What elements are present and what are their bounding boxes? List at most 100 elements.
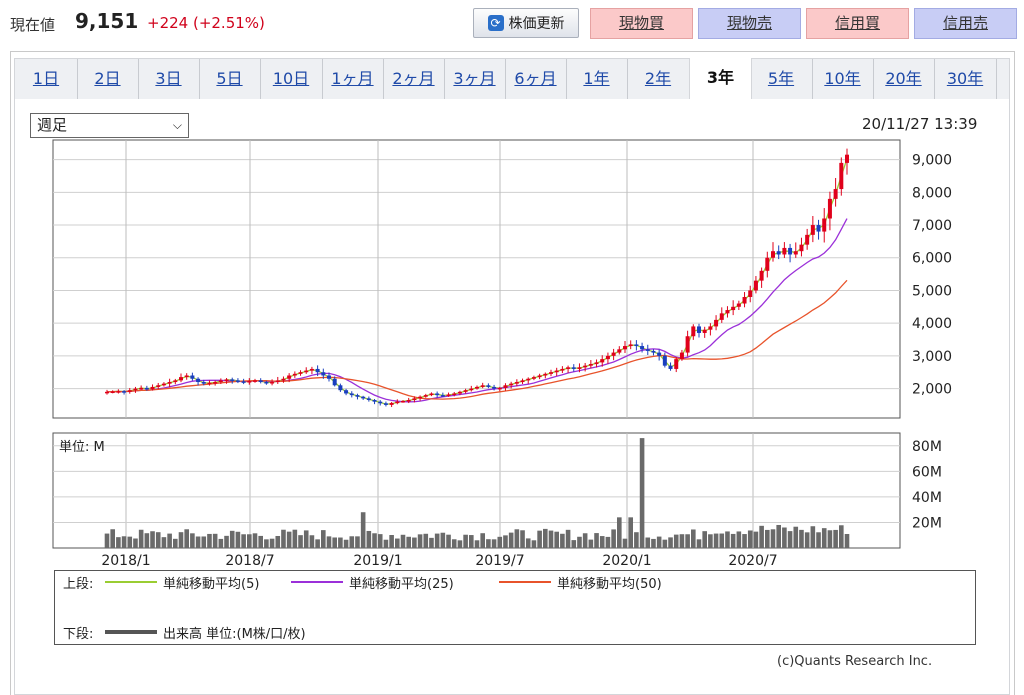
candle-body (321, 372, 326, 376)
volume-bar (617, 517, 622, 548)
candle-body (105, 391, 109, 394)
volume-bar (372, 533, 377, 548)
volume-bar (150, 531, 155, 548)
candle-body (167, 382, 172, 384)
x-tick-label: 2019/7 (475, 553, 524, 569)
refresh-price-button[interactable]: ⟳ 株価更新 (473, 8, 579, 38)
ma-line-2 (106, 218, 848, 403)
tab-12[interactable]: 3年 (689, 58, 752, 100)
volume-bar (628, 517, 633, 548)
volume-bar (349, 536, 355, 548)
x-tick-label: 2018/1 (101, 553, 150, 569)
candle-body (492, 386, 497, 389)
candle-body (230, 379, 235, 381)
volume-bar (184, 529, 189, 548)
tab-9[interactable]: 6ヶ月 (505, 59, 567, 99)
volume-bar (451, 539, 457, 548)
tab-15[interactable]: 20年 (873, 59, 935, 99)
candle-body (264, 382, 269, 384)
tab-13[interactable]: 5年 (750, 59, 813, 99)
candle-body (839, 162, 844, 190)
volume-bar (543, 528, 548, 548)
candle-body (196, 378, 201, 383)
price-tick-label: 3,000 (912, 349, 952, 365)
tab-2[interactable]: 2日 (77, 59, 139, 99)
tab-8[interactable]: 3ヶ月 (444, 59, 506, 99)
volume-bar (395, 538, 400, 548)
volume-bar (463, 534, 468, 548)
volume-bar (639, 438, 645, 548)
tab-1[interactable]: 1日 (15, 59, 78, 99)
volume-bar (457, 540, 463, 548)
candle-body (748, 290, 753, 297)
candle-body (486, 385, 491, 387)
candle-body (765, 257, 770, 271)
volume-bar (691, 529, 696, 548)
volume-bar (810, 526, 816, 548)
tab-7[interactable]: 2ヶ月 (383, 59, 445, 99)
candle-body (605, 355, 610, 360)
tab-10[interactable]: 1年 (566, 59, 628, 99)
volume-bar (446, 534, 451, 548)
candle-body (577, 367, 582, 369)
volume-bar (218, 538, 224, 548)
tab-5[interactable]: 10日 (260, 59, 323, 99)
cash-buy-button[interactable]: 現物買 (590, 8, 693, 39)
margin-sell-button[interactable]: 信用売 (914, 8, 1017, 39)
tab-3[interactable]: 3日 (138, 59, 200, 99)
candle-body (235, 380, 240, 382)
candle-body (679, 352, 684, 360)
candle-body (753, 280, 758, 291)
volume-bar (377, 534, 383, 548)
candle-body (782, 247, 787, 255)
candle-body (332, 378, 337, 386)
tab-6[interactable]: 1ヶ月 (322, 59, 384, 99)
candle-body (645, 349, 650, 351)
volume-bar (713, 533, 719, 548)
candle-body (594, 362, 599, 365)
volume-bar (412, 537, 417, 548)
candle-body (651, 350, 656, 353)
price-tick-label: 7,000 (912, 218, 952, 234)
candle-body (213, 382, 218, 384)
candle-body (406, 400, 411, 402)
period-select[interactable]: 週足 ⌵ (30, 113, 189, 138)
candle-body (583, 365, 588, 368)
volume-bar (622, 538, 628, 548)
volume-bar (121, 536, 127, 548)
volume-bar (229, 530, 235, 548)
candle-body (776, 251, 781, 255)
candle-body (247, 381, 252, 383)
volume-bar (782, 527, 787, 548)
volume-bar (486, 539, 491, 548)
volume-bar (178, 532, 184, 548)
candle-body (714, 319, 719, 327)
candle-body (509, 383, 514, 386)
volume-bar (269, 538, 275, 548)
volume-bar (167, 533, 172, 548)
candle-body (805, 234, 810, 245)
tab-4[interactable]: 5日 (199, 59, 261, 99)
volume-bar (560, 533, 565, 548)
volume-bar (406, 536, 411, 548)
price-plot-frame (52, 139, 901, 419)
cash-sell-button[interactable]: 現物売 (698, 8, 801, 39)
volume-bar (212, 533, 218, 548)
tab-16[interactable]: 30年 (934, 59, 997, 99)
candle-body (139, 387, 144, 390)
volume-bar (161, 537, 167, 548)
margin-buy-button[interactable]: 信用買 (806, 8, 909, 39)
volume-bar (366, 530, 372, 548)
candle-body (845, 154, 849, 163)
candle-body (184, 375, 189, 378)
volume-bar (679, 534, 685, 548)
candle-body (668, 365, 673, 369)
volume-bar (360, 512, 366, 548)
tab-14[interactable]: 10年 (812, 59, 874, 99)
candle-body (549, 372, 553, 374)
x-tick-label: 2018/7 (225, 553, 274, 569)
chevron-down-icon: ⌵ (172, 118, 182, 132)
candle-body (241, 381, 246, 383)
candle-body (383, 403, 388, 405)
